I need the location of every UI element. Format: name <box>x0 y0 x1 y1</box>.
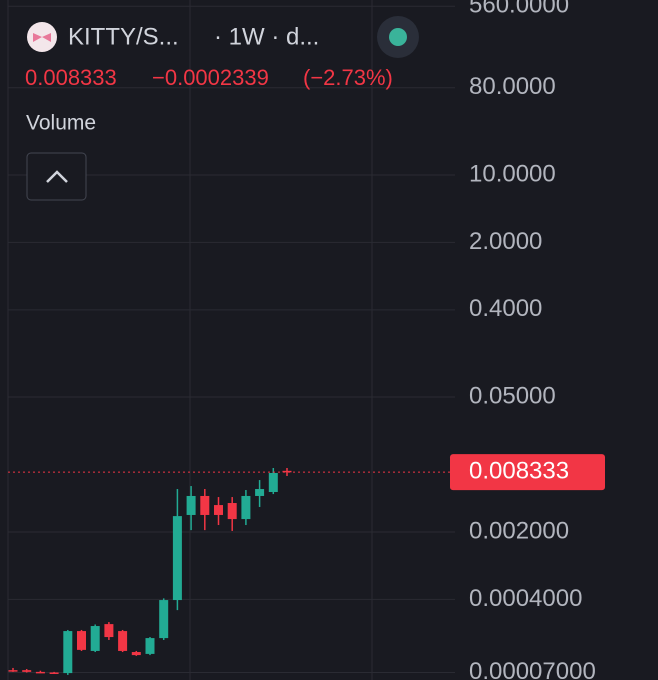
price: 0.008333 <box>25 65 117 90</box>
candle-body <box>63 631 73 674</box>
price-label-box <box>450 454 605 491</box>
candle-body <box>159 600 169 639</box>
candle-body <box>90 626 100 651</box>
volume-label: Volume <box>26 112 96 135</box>
candle-body <box>49 672 59 674</box>
candle-body <box>227 503 237 520</box>
candle-body <box>131 652 141 656</box>
candle-body <box>268 472 278 492</box>
candle-body <box>172 516 182 601</box>
y-tick-label: 2.0000 <box>469 228 542 255</box>
logo-bow <box>33 33 51 42</box>
candle-body <box>282 470 292 473</box>
y-axis: 560.0000 80.0000 10.0000 2.0000 0.4000 0.0500… <box>450 0 605 680</box>
candle-body <box>241 495 251 520</box>
y-tick-label: 0.05000 <box>469 382 556 409</box>
candle-body <box>8 670 18 672</box>
candle-body <box>35 671 45 674</box>
candle-body <box>104 624 114 638</box>
collapse-button[interactable] <box>26 152 87 201</box>
collapse-icon <box>46 170 68 183</box>
status-dot <box>389 28 407 46</box>
change-percent: (−2.73%) <box>303 65 393 90</box>
candle-body <box>22 670 32 672</box>
y-tick-label: 560.0000 <box>469 0 569 19</box>
y-tick-label: 80.0000 <box>469 73 556 100</box>
change: −0.0002339 <box>152 65 269 90</box>
candle-body <box>200 495 210 515</box>
candle-body <box>145 638 155 654</box>
candle-body <box>77 631 86 650</box>
candle-body <box>118 631 128 651</box>
price-label: 0.008333 <box>469 457 569 484</box>
candle-body <box>255 489 265 496</box>
y-tick-label: 0.00007000 <box>469 658 596 680</box>
y-tick-label: 0.002000 <box>469 517 569 544</box>
y-tick-label: 10.0000 <box>469 160 556 187</box>
candles <box>8 467 452 675</box>
y-tick-label: 0.4000 <box>469 295 542 322</box>
candle-body <box>214 505 223 515</box>
symbol[interactable]: KITTY/S... <box>68 23 179 50</box>
interval: · 1W · d... <box>214 23 319 50</box>
y-tick-label: 0.0004000 <box>469 585 582 612</box>
candle-body <box>186 495 196 515</box>
